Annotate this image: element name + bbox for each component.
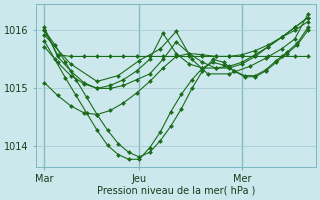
- X-axis label: Pression niveau de la mer( hPa ): Pression niveau de la mer( hPa ): [97, 186, 255, 196]
